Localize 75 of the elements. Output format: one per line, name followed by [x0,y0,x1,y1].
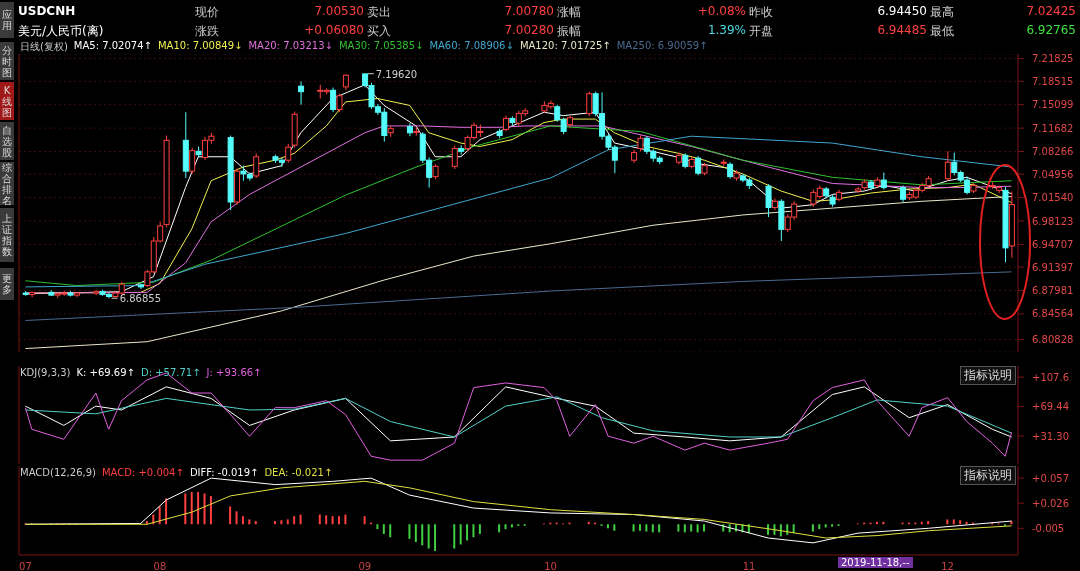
text: 7.02425 [1026,4,1076,18]
legend-title: MACD(12,26,9) [20,467,96,478]
text: MA250: 6.90059↑ [616,40,708,53]
text: 美元/人民币(离) [18,23,104,40]
x-tick-label: 09 [358,561,372,571]
series-label: MACD: +0.004↑ [101,467,184,478]
text: 上证指数 [0,208,14,262]
annotation: 指标说明 [960,366,1016,385]
x-tick-label: 10 [544,561,557,571]
series-label: DIFF: -0.019↑ [189,467,259,478]
text: +0.08% [697,4,746,18]
annotation: 指标说明 [960,466,1016,485]
legend-title: KDJ(9,3,3) [20,367,71,378]
x-tick-label: 12 [941,561,954,571]
text: USDCNH [18,4,76,18]
text: MA10: 7.00849↓ [157,40,243,53]
text: 应用 [0,2,14,38]
text: 7.00530 [314,4,364,18]
y-tick-label: +0.026 [1032,497,1070,509]
text: 综合排名 [0,161,14,206]
text: 6.92765 [1026,23,1076,37]
y-tick-label: 7.01540 [1032,192,1074,204]
y-tick-label: +0.057 [1032,472,1070,484]
text: 涨跌 [195,23,219,40]
annotation: 7.19620 [375,68,418,80]
text: 昨收 [749,4,773,21]
text: 2019-11-18,-- [838,557,913,568]
y-tick-label: 6.80828 [1032,334,1074,346]
text: 振幅 [557,23,581,40]
text: 涨幅 [557,4,581,21]
y-tick-label: 6.84564 [1032,308,1074,320]
x-tick-label: 11 [742,561,756,571]
text: 更多 [0,268,14,300]
y-tick-label: +69.44 [1032,401,1070,413]
text: 现价 [195,4,219,21]
y-tick-label: 7.11682 [1032,122,1074,134]
text: MA5: 7.02074↑ [73,40,152,53]
y-tick-label: 7.15099 [1032,99,1074,111]
text: 分时图 [0,42,14,80]
annotation: 6.86855 [119,293,162,305]
text: K: +69.69↑ [76,367,135,378]
y-tick-label: 7.08266 [1032,146,1074,158]
text: K线图 [0,82,14,120]
y-tick-label: 7.04956 [1032,168,1074,180]
text: MA20: 7.03213↓ [248,40,333,53]
y-tick-label: 6.87981 [1032,285,1074,297]
y-tick-label: 6.91397 [1032,261,1074,273]
text: 1.39% [707,23,746,37]
y-tick-label: 7.18515 [1032,75,1074,87]
text: 7.00280 [504,23,554,37]
series-label: DEA: -0.021↑ [264,467,333,478]
text: 开盘 [749,23,773,40]
text: +0.06080 [304,23,364,37]
y-tick-label: -0.005 [1032,522,1065,534]
text: 自选股 [0,122,14,160]
text: MA120: 7.01725↑ [519,40,611,53]
text: 6.94450 [877,4,927,18]
text: 7.00780 [504,4,554,18]
legend-title: 日线(复权) [20,40,68,54]
text: 买入 [367,23,391,40]
text: 最低 [930,23,954,40]
text: MA30: 7.05385↓ [338,40,424,53]
series-label: J: +93.66↑ [206,367,262,378]
y-tick-label: +31.30 [1032,430,1070,442]
x-tick-label: 08 [153,561,167,571]
y-tick-label: +107.6 [1032,371,1070,383]
text: 卖出 [367,4,391,21]
y-tick-label: 6.98123 [1032,215,1074,227]
y-tick-label: 6.94707 [1032,238,1074,250]
x-tick-label: 07 [19,561,32,571]
text: D: +57.71↑ [140,367,201,378]
y-tick-label: 7.21825 [1032,53,1074,65]
text: 6.94485 [877,23,927,37]
text: MA60: 7.08906↓ [429,40,514,53]
text: 最高 [930,4,954,21]
